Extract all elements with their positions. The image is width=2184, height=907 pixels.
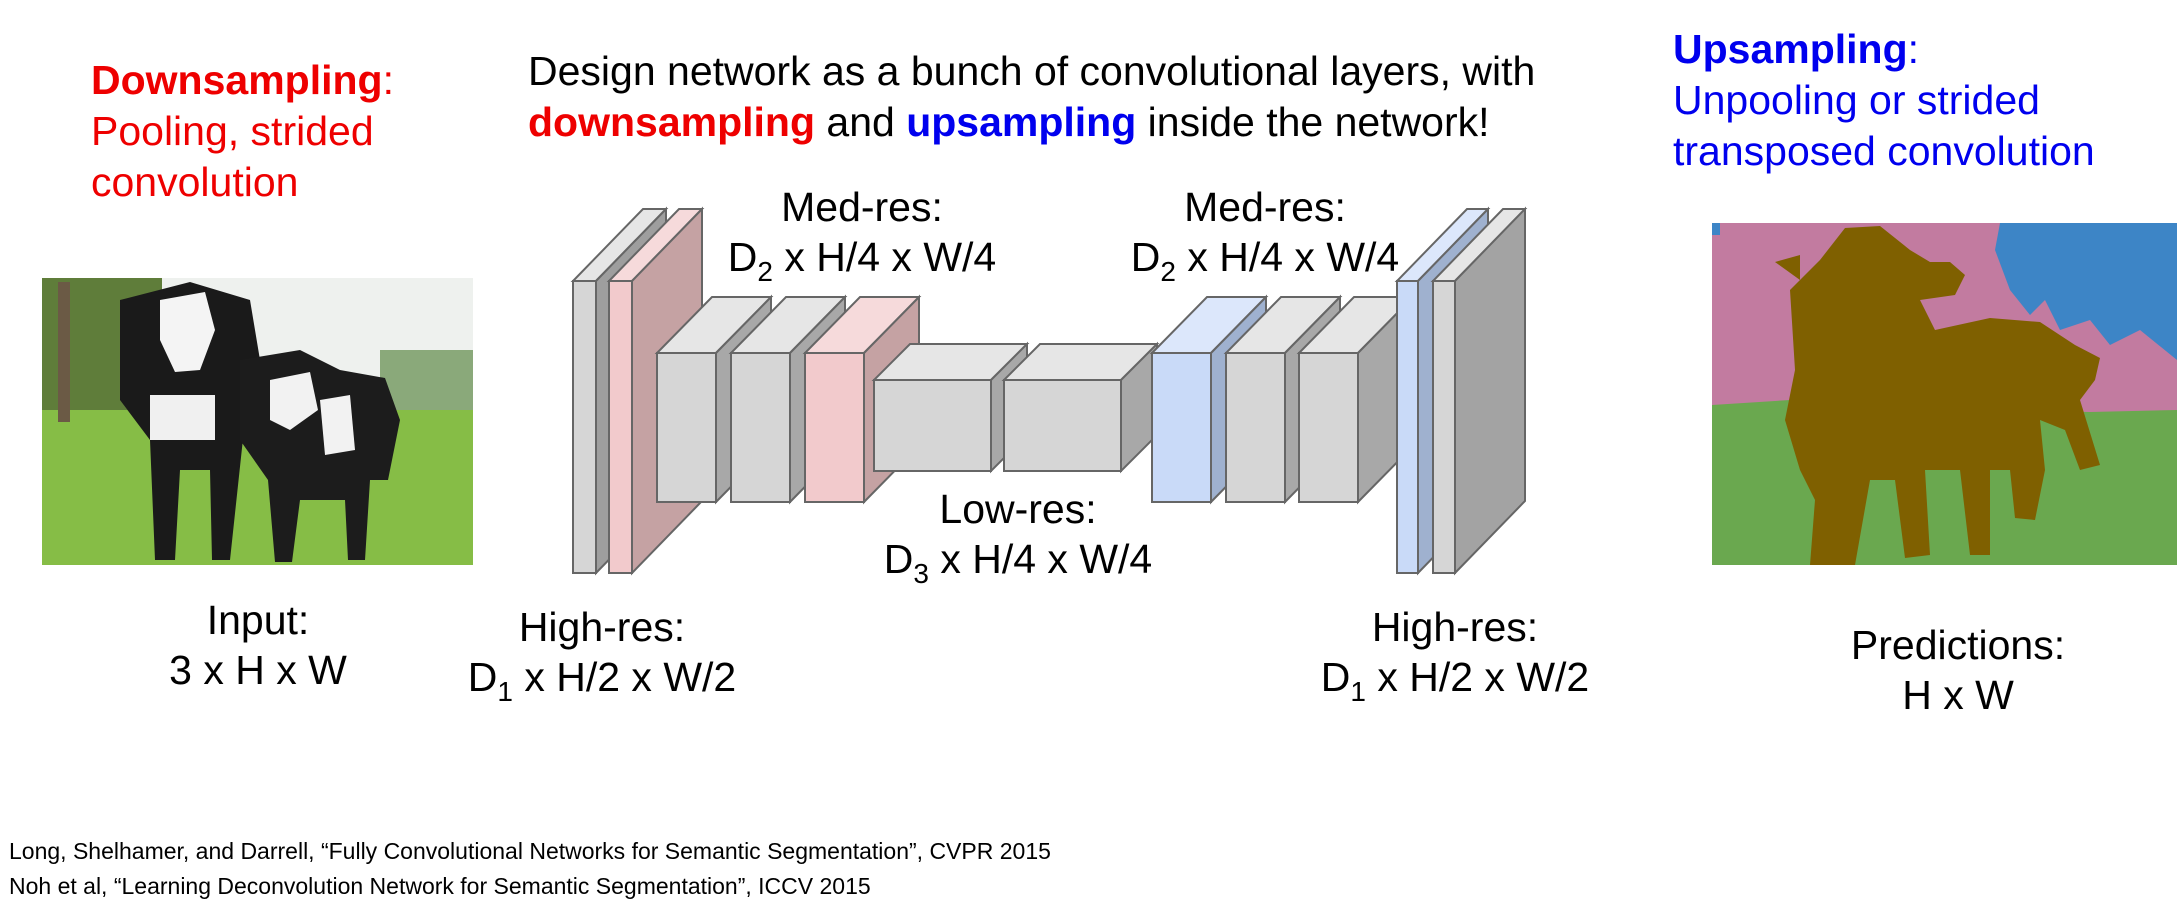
title-line1: Design network as a bunch of convolution… bbox=[528, 48, 1536, 94]
high-res-right-sub: 1 bbox=[1350, 676, 1366, 707]
high-res-left-dims: x H/2 x W/2 bbox=[512, 654, 737, 700]
title-downsampling: downsampling bbox=[528, 99, 815, 145]
med-res-right-d: D bbox=[1130, 234, 1161, 280]
predictions-line2: H x W bbox=[1902, 672, 2014, 718]
low-res-label: Low-res: D3 x H/4 x W/4 bbox=[868, 484, 1168, 588]
downsampling-note: Downsampling: Pooling, strided convoluti… bbox=[91, 55, 394, 208]
low-res-dims: x H/4 x W/4 bbox=[928, 536, 1153, 582]
high-res-right-label: High-res: D1 x H/2 x W/2 bbox=[1305, 602, 1605, 706]
citation-1: Long, Shelhamer, and Darrell, “Fully Con… bbox=[9, 838, 1051, 864]
high-res-left-label: High-res: D1 x H/2 x W/2 bbox=[452, 602, 752, 706]
predictions-line1: Predictions: bbox=[1850, 622, 2066, 668]
bottleneck-block-2 bbox=[1001, 341, 1160, 474]
predictions-label: Predictions: H x W bbox=[1818, 620, 2098, 720]
downsampling-colon: : bbox=[382, 57, 394, 103]
title-upsampling: upsampling bbox=[906, 99, 1137, 145]
input-cow-image bbox=[42, 278, 473, 565]
med-res-left-dims: x H/4 x W/4 bbox=[772, 234, 997, 280]
low-res-sub: 3 bbox=[913, 558, 929, 589]
high-res-left-sub: 1 bbox=[497, 676, 513, 707]
prediction-segmentation-map bbox=[1712, 223, 2177, 565]
high-res-right-d: D bbox=[1320, 654, 1351, 700]
high-res-left-d: D bbox=[467, 654, 498, 700]
citation-2: Noh et al, “Learning Deconvolution Netwo… bbox=[9, 873, 871, 899]
page-title: Design network as a bunch of convolution… bbox=[528, 46, 1535, 148]
med-res-right-dims: x H/4 x W/4 bbox=[1175, 234, 1400, 280]
upsampling-colon: : bbox=[1907, 26, 1920, 72]
med-res-left-line1: Med-res: bbox=[781, 184, 943, 230]
citations: Long, Shelhamer, and Darrell, “Fully Con… bbox=[9, 834, 1051, 904]
high-res-left-line1: High-res: bbox=[518, 604, 686, 650]
title-and: and bbox=[815, 99, 907, 145]
high-res-right-dims: x H/2 x W/2 bbox=[1365, 654, 1590, 700]
upsampling-heading: Upsampling bbox=[1673, 26, 1908, 72]
downsampling-line2: convolution bbox=[91, 159, 299, 205]
title-rest: inside the network! bbox=[1136, 99, 1490, 145]
high-res-right-line1: High-res: bbox=[1371, 604, 1539, 650]
med-res-left-sub: 2 bbox=[757, 256, 773, 287]
downsampling-heading: Downsampling bbox=[91, 57, 383, 103]
input-label-line2: 3 x H x W bbox=[169, 647, 347, 693]
med-res-right-label: Med-res: D2 x H/4 x W/4 bbox=[1115, 182, 1415, 286]
low-res-d: D bbox=[883, 536, 914, 582]
med-res-left-label: Med-res: D2 x H/4 x W/4 bbox=[712, 182, 1012, 286]
med-res-right-sub: 2 bbox=[1160, 256, 1176, 287]
med-res-left-d: D bbox=[727, 234, 758, 280]
upsampling-line2: transposed convolution bbox=[1673, 128, 2095, 174]
input-label-line1: Input: bbox=[206, 597, 310, 643]
upsampling-note: Upsampling: Unpooling or strided transpo… bbox=[1673, 24, 2095, 177]
decoder-block-5 bbox=[1430, 206, 1528, 576]
downsampling-line1: Pooling, strided bbox=[91, 108, 374, 154]
med-res-right-line1: Med-res: bbox=[1184, 184, 1346, 230]
upsampling-line1: Unpooling or strided bbox=[1673, 77, 2040, 123]
input-label: Input: 3 x H x W bbox=[148, 595, 368, 695]
low-res-line1: Low-res: bbox=[939, 486, 1097, 532]
